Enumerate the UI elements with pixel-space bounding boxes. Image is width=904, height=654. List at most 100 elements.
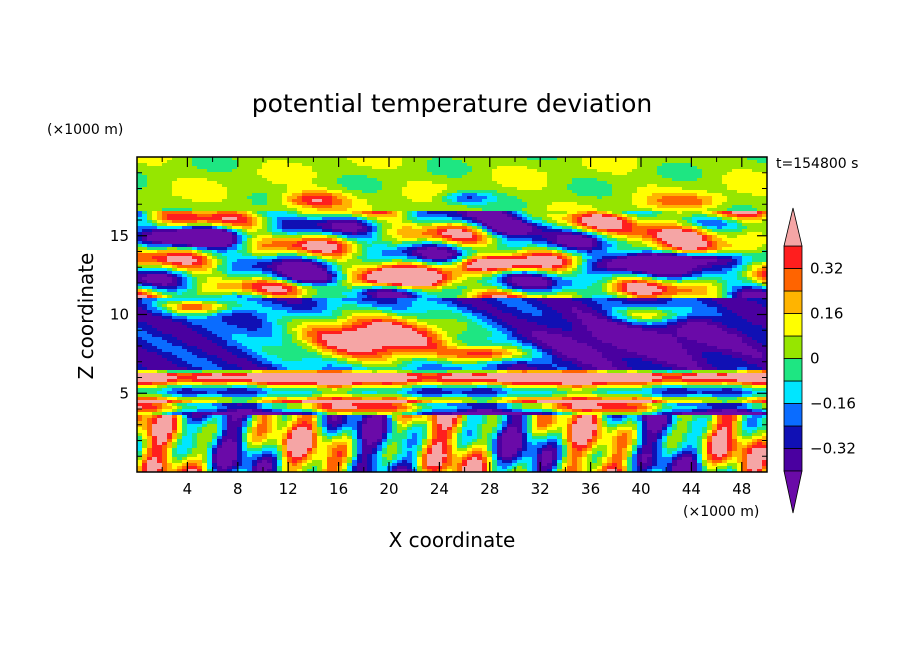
contour-cell [457,430,463,434]
contour-cell [572,361,583,365]
contour-cell [137,331,148,335]
contour-cell [747,418,758,422]
contour-cell [287,466,303,470]
contour-cell [627,415,638,419]
contour-cell [577,415,583,419]
contour-cell [512,253,523,257]
contour-cell [282,325,288,329]
contour-cell [672,460,678,464]
contour-cell [672,244,708,248]
contour-cell [367,229,373,233]
contour-cell [367,421,383,425]
contour-cell [542,454,553,458]
contour-cell [397,415,403,419]
contour-cell [207,460,213,464]
contour-cell [447,250,458,254]
contour-cell [142,436,148,440]
contour-cell [277,322,288,326]
contour-cell [492,397,503,401]
contour-cell [662,229,683,233]
contour-cell [467,253,473,257]
contour-cell [167,463,173,467]
colorbar-label: 0.16 [810,305,843,323]
contour-cell [142,466,148,470]
contour-cell [497,196,518,200]
contour-cell [757,160,767,164]
contour-cell [312,178,338,182]
contour-cell [257,406,263,410]
contour-cell [712,229,743,233]
contour-cell [502,352,513,356]
contour-cell [347,436,353,440]
contour-cell [592,283,603,287]
contour-cell [142,229,153,233]
contour-cell [292,286,298,290]
contour-cell [532,229,543,233]
contour-cell [542,187,568,191]
contour-cell [282,271,328,275]
contour-cell [292,454,303,458]
contour-cell [572,406,603,410]
contour-cell [557,274,578,278]
contour-cell [602,313,608,317]
contour-cell [652,379,663,383]
contour-cell [752,268,758,272]
contour-cell [157,415,163,419]
x-unit-label: (×1000 m) [683,504,759,520]
contour-cell [452,448,458,452]
contour-cell [397,364,408,368]
contour-cell [237,166,263,170]
contour-cell [287,451,293,455]
contour-cell [717,367,738,371]
contour-cell [452,433,458,437]
contour-cell [292,421,298,425]
contour-cell [437,193,448,197]
contour-cell [257,247,288,251]
contour-cell [362,250,368,254]
contour-cell [457,244,463,248]
contour-cell [242,457,258,461]
contour-cell [547,220,558,224]
contour-cell [162,406,173,410]
contour-cell [587,226,593,230]
contour-cell [142,346,158,350]
contour-cell [567,406,573,410]
contour-cell [547,181,573,185]
contour-cell [252,466,258,470]
contour-cell [612,448,618,452]
contour-cell [252,397,263,401]
contour-cell [237,448,243,452]
contour-cell [627,316,633,320]
contour-cell [502,451,518,455]
contour-cell [682,457,693,461]
contour-cell [697,193,723,197]
contour-cell [462,268,468,272]
contour-cell [462,436,478,440]
contour-cell [677,211,683,215]
contour-cell [712,439,728,443]
contour-cell [327,424,333,428]
contour-cell [437,271,443,275]
contour-cell [702,274,738,278]
contour-cell [622,460,628,464]
contour-cell [227,247,238,251]
contour-cell [517,289,523,293]
contour-cell [387,424,393,428]
contour-cell [137,346,143,350]
contour-cell [397,469,408,472]
contour-cell [677,334,738,338]
contour-cell [422,373,438,377]
contour-cell [357,436,363,440]
contour-cell [502,466,508,470]
contour-cell [342,433,348,437]
contour-cell [552,418,558,422]
contour-cell [232,397,253,401]
contour-cell [422,262,428,266]
contour-cell [367,289,378,293]
contour-cell [347,280,353,284]
contour-cell [272,463,278,467]
contour-cell [392,424,398,428]
contour-cell [162,163,193,167]
contour-cell [317,406,323,410]
contour-cell [297,283,303,287]
